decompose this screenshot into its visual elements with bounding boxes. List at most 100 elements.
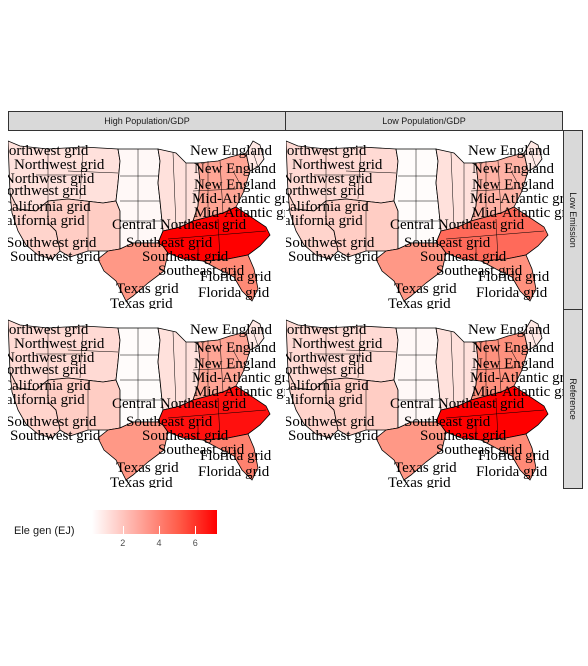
grid-label: Mid-Atlantic grid	[472, 205, 563, 221]
grid-label: Northwest grid	[8, 362, 87, 378]
grid-label: Southeast grid	[142, 249, 229, 265]
state-border	[470, 367, 515, 371]
grid-label: Southwest grid	[288, 249, 379, 265]
region-texas	[97, 242, 169, 302]
facet-strip-col-1: High Population/GDP	[8, 111, 286, 131]
grid-label: Central Northeast grid	[112, 217, 247, 233]
grid-label: Northwest grid	[286, 350, 373, 366]
grid-label: New England	[194, 340, 277, 356]
state-border	[232, 349, 245, 371]
state-border	[219, 160, 224, 214]
grid-label: Florida grid	[198, 464, 270, 480]
state-border	[79, 146, 84, 200]
grid-label: Northwest grid	[286, 183, 365, 199]
grid-label: Southwest grid	[8, 414, 97, 430]
legend-tick	[195, 526, 197, 534]
state-border	[172, 331, 177, 407]
state-border	[445, 409, 545, 419]
grid-label: Texas grid	[110, 296, 173, 309]
legend-tick	[122, 526, 124, 534]
state-border	[251, 148, 259, 168]
grid-label: Texas grid	[110, 475, 173, 488]
state-border	[510, 170, 523, 192]
facet-label: Reference	[568, 378, 578, 420]
region-new-england	[245, 140, 265, 172]
state-border	[497, 339, 502, 393]
facet-label: Low Population/GDP	[382, 116, 466, 126]
region-texas	[375, 242, 447, 302]
state-border	[67, 170, 119, 174]
state-border	[529, 148, 537, 168]
grid-label: California grid	[8, 392, 85, 408]
region-new-england	[523, 140, 543, 172]
grid-label: Southwest grid	[8, 235, 97, 251]
grid-label: Texas grid	[394, 460, 457, 476]
grid-label: Southeast grid	[404, 235, 491, 251]
state-border	[67, 349, 119, 353]
grid-label: Southwest grid	[10, 249, 101, 265]
grid-label: California grid	[8, 378, 91, 394]
state-border	[345, 349, 397, 353]
region-central	[115, 327, 164, 429]
grid-label: Florida grid	[200, 448, 272, 464]
region-texas	[97, 421, 169, 481]
region-central	[393, 327, 442, 429]
grid-label: New England	[194, 161, 277, 177]
grid-label: Northwest grid	[286, 362, 365, 378]
grid-label: Northwest grid	[8, 143, 89, 159]
region-southeast	[157, 206, 271, 262]
grid-label: Southeast grid	[420, 249, 507, 265]
grid-label: Southeast grid	[126, 235, 213, 251]
grid-label: California grid	[286, 213, 363, 229]
region-florida	[201, 433, 259, 481]
grid-label: Southeast grid	[404, 414, 491, 430]
grid-label: Central Northeast grid	[390, 217, 525, 233]
state-border	[497, 160, 502, 214]
grid-label: California grid	[8, 213, 85, 229]
state-border	[167, 230, 267, 240]
grid-label: New England	[472, 340, 555, 356]
grid-label: Central Northeast grid	[390, 396, 525, 412]
legend-title: Ele gen (EJ)	[14, 525, 75, 537]
state-border	[495, 397, 499, 441]
grid-label: Southwest grid	[288, 428, 379, 444]
grid-label: Southeast grid	[420, 428, 507, 444]
state-border	[167, 409, 267, 419]
grid-label: Southeast grid	[158, 263, 245, 279]
region-florida	[479, 254, 537, 302]
state-border	[470, 188, 515, 192]
grid-label: Mid-Atlantic grid	[194, 205, 285, 221]
grid-label: Mid-Atlantic grid	[192, 370, 285, 386]
legend-tick	[159, 526, 161, 534]
legend-tick-label: 2	[120, 538, 126, 548]
state-border	[192, 367, 237, 371]
facet-strip-row-2: Reference	[563, 309, 583, 489]
grid-label: California grid	[286, 378, 369, 394]
legend-tick-label: 4	[156, 538, 162, 548]
state-border	[251, 327, 259, 347]
facet-label: High Population/GDP	[104, 116, 190, 126]
state-border	[79, 325, 84, 379]
grid-label: Southeast grid	[142, 428, 229, 444]
state-border	[450, 152, 455, 228]
grid-label: New England	[468, 143, 551, 159]
state-border	[357, 325, 362, 379]
grid-label: Central Northeast grid	[112, 396, 247, 412]
grid-label: Mid-Atlantic grid	[470, 191, 563, 207]
grid-label: New England	[472, 177, 555, 193]
region-texas	[375, 421, 447, 481]
grid-label: New England	[472, 161, 555, 177]
grid-label: Southwest grid	[286, 414, 375, 430]
grid-label: Southeast grid	[126, 414, 213, 430]
region-southeast	[435, 385, 549, 441]
facet-strip-col-2: Low Population/GDP	[285, 111, 563, 131]
grid-label: California grid	[8, 199, 91, 215]
grid-label: Southeast grid	[158, 442, 245, 458]
region-new-england	[523, 319, 543, 351]
legend-colorbar	[92, 510, 217, 534]
